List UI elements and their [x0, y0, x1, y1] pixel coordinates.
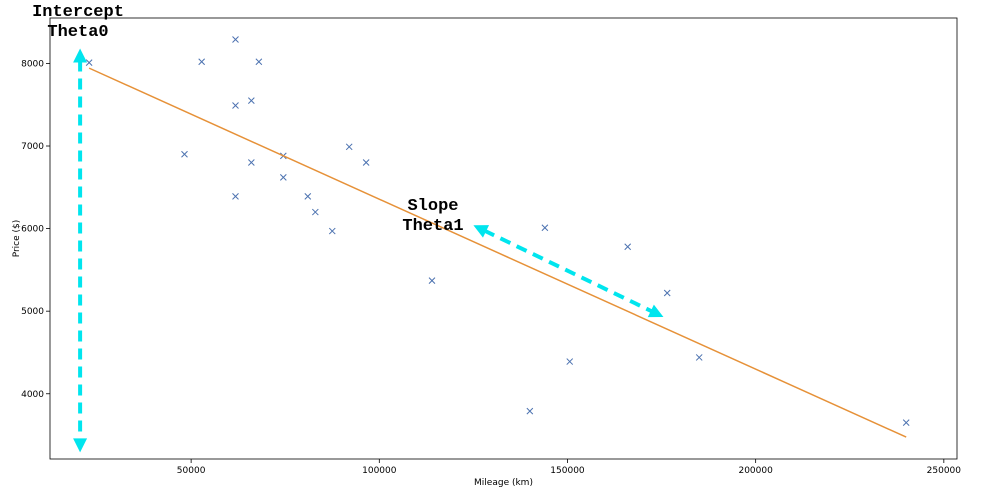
- data-point: [304, 193, 312, 200]
- x-ticks-layer: 50000 100000 150000 200000 250000: [177, 459, 961, 476]
- regression-line: [88, 67, 907, 438]
- y-tick-label: 8000: [21, 59, 44, 69]
- data-point: [541, 224, 549, 232]
- data-point: [247, 159, 255, 166]
- data-point: [566, 358, 574, 365]
- data-point: [902, 419, 910, 427]
- data-point: [232, 193, 239, 200]
- y-tick-label: 6000: [21, 225, 44, 235]
- data-point: [181, 150, 188, 158]
- intercept-annotation: Intercept Theta0: [32, 3, 124, 453]
- plot-frame: [49, 17, 958, 460]
- data-point: [663, 289, 671, 297]
- x-tick-label: 250000: [927, 466, 962, 476]
- x-tick-label: 200000: [738, 466, 773, 476]
- data-points-layer: [85, 36, 910, 427]
- x-tick-label: 50000: [177, 466, 206, 476]
- y-tick-label: 7000: [21, 142, 44, 152]
- data-point: [255, 58, 263, 66]
- data-point: [428, 277, 436, 284]
- x-tick-label: 150000: [550, 466, 585, 476]
- y-tick-label: 5000: [21, 307, 44, 317]
- data-point: [198, 58, 206, 66]
- x-tick-label: 100000: [362, 466, 397, 476]
- theta0-label: Theta0: [47, 23, 108, 42]
- data-point: [345, 143, 353, 151]
- x-axis-label: Mileage (km): [474, 478, 533, 488]
- slope-annotation: Slope Theta1: [402, 197, 664, 318]
- slope-label: Slope: [407, 197, 458, 216]
- data-point: [247, 97, 255, 104]
- theta1-label: Theta1: [402, 217, 463, 236]
- data-point: [526, 407, 534, 415]
- data-point: [232, 36, 239, 43]
- data-point: [311, 208, 319, 216]
- slope-arrow-head-end: [647, 304, 664, 318]
- data-point: [624, 243, 632, 251]
- data-point: [328, 227, 336, 235]
- data-point: [695, 354, 703, 361]
- data-point: [279, 174, 287, 181]
- y-tick-label: 4000: [21, 390, 44, 400]
- y-axis-label: Price ($): [12, 220, 22, 258]
- data-point: [362, 159, 370, 166]
- slope-arrow-shaft: [483, 228, 654, 314]
- axes-layer: [49, 17, 958, 460]
- data-point: [85, 59, 93, 66]
- intercept-label: Intercept: [32, 3, 124, 22]
- data-point: [232, 102, 239, 109]
- slope-arrow-head-start: [473, 225, 490, 238]
- intercept-arrow-head-top: [73, 48, 88, 63]
- y-ticks-layer: 4000 5000 6000 7000 8000: [21, 59, 50, 400]
- intercept-arrow-head-bottom: [73, 438, 88, 453]
